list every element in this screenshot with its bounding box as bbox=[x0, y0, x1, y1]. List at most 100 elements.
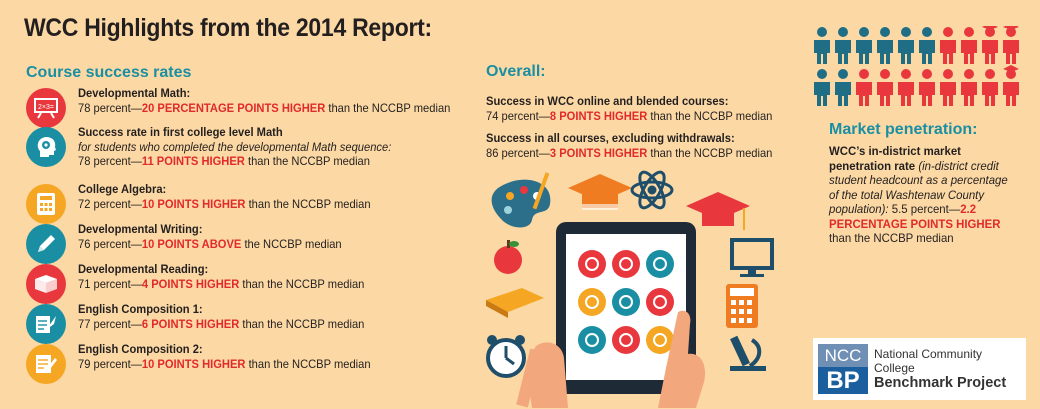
globe-app-icon-glyph bbox=[653, 257, 667, 271]
person-icon bbox=[856, 69, 872, 106]
course-name: College Algebra: bbox=[78, 182, 167, 196]
course-name: Developmental Reading: bbox=[78, 262, 209, 276]
person-icon bbox=[940, 27, 956, 64]
logo-text: National Community College Benchmark Pro… bbox=[874, 347, 1026, 391]
scissors-app-icon-glyph bbox=[585, 333, 599, 347]
award-app-icon bbox=[612, 250, 640, 278]
market-highlight: 2.2 PERCENTAGE POINTS HIGHER bbox=[829, 202, 1001, 231]
person-icon bbox=[856, 27, 872, 64]
calculator-icon bbox=[726, 284, 758, 328]
market-suffix: than the NCCBP median bbox=[829, 231, 954, 245]
calculator-app-icon-glyph bbox=[653, 333, 667, 347]
course-item: Success rate in first college level Math… bbox=[26, 125, 476, 168]
course-item: Developmental Reading: 71 percent—4 POINT… bbox=[26, 262, 476, 304]
course-item-text: Developmental Math: 78 percent—20 PERCENT… bbox=[78, 86, 450, 115]
overall-all-highlight: 3 POINTS HIGHER bbox=[549, 145, 648, 160]
overall-heading: Overall: bbox=[486, 63, 546, 80]
person-icon bbox=[814, 69, 830, 106]
course-highlight: 20 PERCENTAGE POINTS HIGHER bbox=[141, 100, 326, 115]
course-value: 79 percent— bbox=[78, 356, 142, 371]
course-name: Developmental Writing: bbox=[78, 222, 203, 236]
scissors-app-icon bbox=[578, 326, 606, 354]
hand-left-icon bbox=[516, 342, 568, 408]
page-title: WCC Highlights from the 2014 Report: bbox=[24, 14, 432, 42]
course-value: 78 percent— bbox=[78, 100, 142, 115]
course-success-heading: Course success rates bbox=[26, 64, 192, 81]
award-app-icon-glyph bbox=[619, 257, 633, 271]
person-icon bbox=[835, 27, 851, 64]
overall-online-item: Success in WCC online and blended course… bbox=[486, 94, 784, 123]
course-highlight: 4 POINTS HIGHER bbox=[141, 276, 240, 291]
calculator-icon bbox=[26, 184, 66, 224]
course-name: English Composition 2: bbox=[78, 342, 203, 356]
clock-app-icon-glyph bbox=[585, 295, 599, 309]
course-suffix: the NCCBP median bbox=[241, 236, 342, 251]
person-icon bbox=[961, 69, 977, 106]
atom-app-icon-glyph bbox=[619, 333, 633, 347]
nccbp-logo: NCC BP National Community College Benchm… bbox=[813, 338, 1026, 400]
person-icon bbox=[961, 27, 977, 64]
monitor-icon bbox=[730, 238, 774, 277]
course-item: 2×3= Developmental Math: 78 percent—20 PER… bbox=[26, 86, 476, 128]
person-icon bbox=[982, 26, 998, 64]
overall-online-highlight: 8 POINTS HIGHER bbox=[549, 108, 648, 123]
course-value: 71 percent— bbox=[78, 276, 142, 291]
person-icon bbox=[814, 27, 830, 64]
course-item-text: College Algebra: 72 percent—10 POINTS HIG… bbox=[78, 182, 371, 211]
course-value: 78 percent— bbox=[78, 154, 142, 168]
market-penetration-heading: Market penetration: bbox=[829, 121, 978, 138]
logo-line1: National Community College bbox=[873, 347, 983, 375]
course-item-text: English Composition 2: 79 percent—10 POIN… bbox=[78, 342, 371, 371]
course-item-text: Success rate in first college level Math… bbox=[78, 125, 391, 169]
course-item: English Composition 1: 77 percent—6 POINT… bbox=[26, 302, 476, 344]
overall-all-item: Success in all courses, excluding withdr… bbox=[486, 131, 784, 160]
clock-app-icon bbox=[578, 288, 606, 316]
course-suffix: than the NCCBP median bbox=[239, 276, 365, 291]
person-icon bbox=[982, 69, 998, 106]
person-icon bbox=[877, 27, 893, 64]
hand-right-icon bbox=[658, 310, 706, 408]
presentation-app-icon bbox=[646, 288, 674, 316]
course-value: 77 percent— bbox=[78, 316, 142, 331]
logo-mark-bottom: BP bbox=[818, 367, 868, 394]
course-note: for students who completed the developme… bbox=[78, 139, 392, 154]
course-item-text: Developmental Reading: 71 percent—4 POINT… bbox=[78, 262, 364, 291]
market-value: 5.5 percent— bbox=[888, 202, 961, 216]
people-graphic bbox=[814, 26, 1019, 106]
quill-icon bbox=[26, 304, 66, 344]
course-highlight: 10 POINTS HIGHER bbox=[141, 356, 246, 371]
market-bold-line: WCC’s in-district market penetration rat… bbox=[829, 144, 961, 173]
logo-mark-top: NCC bbox=[818, 344, 868, 367]
person-icon bbox=[835, 69, 851, 106]
person-icon bbox=[919, 27, 935, 64]
overall-all-label: Success in all courses, excluding withdr… bbox=[486, 131, 735, 145]
svg-text:2×3=: 2×3= bbox=[38, 104, 54, 111]
head-gear-icon bbox=[26, 127, 66, 167]
logo-line2: Benchmark Project bbox=[873, 375, 1007, 391]
overall-all-value: 86 percent— bbox=[486, 145, 550, 160]
palette-icon bbox=[491, 172, 551, 228]
overall-online-suffix: than the NCCBP median bbox=[647, 108, 773, 123]
course-value: 76 percent— bbox=[78, 236, 142, 251]
market-italic-line: (in-district credit student headcount as… bbox=[829, 158, 1008, 217]
mortarboard-app-icon bbox=[578, 250, 606, 278]
ruler-app-icon bbox=[612, 288, 640, 316]
alarm-clock-icon bbox=[486, 335, 526, 378]
course-suffix: than the NCCBP median bbox=[239, 316, 365, 331]
course-item-text: English Composition 1: 77 percent—6 POINT… bbox=[78, 302, 364, 331]
course-suffix: than the NCCBP median bbox=[244, 154, 370, 168]
book-icon bbox=[26, 264, 66, 304]
book-icon bbox=[486, 288, 544, 318]
course-item: English Composition 2: 79 percent—10 POIN… bbox=[26, 342, 476, 384]
course-item: College Algebra: 72 percent—10 POINTS HIG… bbox=[26, 182, 476, 224]
course-suffix: than the NCCBP median bbox=[325, 100, 451, 115]
person-icon bbox=[1003, 26, 1019, 64]
red-mortarboard-icon bbox=[686, 192, 750, 230]
atom-app-icon bbox=[612, 326, 640, 354]
person-icon bbox=[898, 27, 914, 64]
person-icon bbox=[1003, 65, 1019, 106]
course-highlight: 10 POINTS ABOVE bbox=[141, 236, 242, 251]
mortarboard-icon bbox=[568, 174, 632, 210]
person-icon bbox=[919, 69, 935, 106]
ruler-app-icon-glyph bbox=[619, 295, 633, 309]
